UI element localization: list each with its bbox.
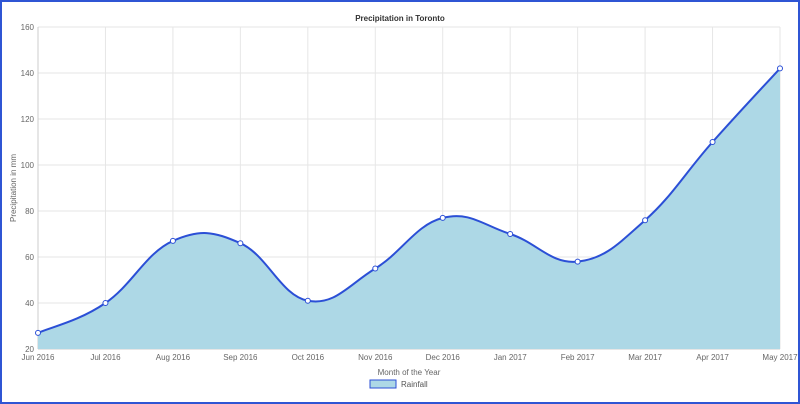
rainfall-line bbox=[37, 67, 781, 334]
rainfall-area bbox=[38, 68, 780, 350]
x-tick-label: Apr 2017 bbox=[696, 353, 729, 362]
legend-label: Rainfall bbox=[401, 380, 428, 389]
plot-area bbox=[37, 67, 781, 350]
data-point[interactable] bbox=[35, 329, 41, 336]
y-tick-label: 100 bbox=[21, 161, 35, 170]
data-point[interactable] bbox=[574, 258, 581, 265]
data-point[interactable] bbox=[709, 139, 716, 145]
x-tick-label: Sep 2016 bbox=[223, 353, 258, 362]
y-tick-label: 80 bbox=[25, 207, 34, 216]
x-axis-label: Month of the Year bbox=[378, 368, 441, 377]
x-tick-label: Jan 2017 bbox=[494, 353, 527, 362]
x-tick-label: Mar 2017 bbox=[628, 353, 662, 362]
y-tick-label: 160 bbox=[21, 23, 35, 32]
x-tick-label: Dec 2016 bbox=[426, 353, 461, 362]
data-point[interactable] bbox=[777, 65, 783, 72]
y-tick-labels: 20 40 60 80 100 120 140 160 bbox=[21, 23, 35, 354]
data-point[interactable] bbox=[304, 297, 311, 304]
data-point[interactable] bbox=[439, 214, 446, 221]
data-point[interactable] bbox=[507, 231, 514, 237]
chart-title: Precipitation in Toronto bbox=[355, 14, 445, 23]
y-tick-label: 120 bbox=[21, 115, 35, 124]
y-tick-label: 40 bbox=[25, 299, 34, 308]
x-tick-label: Nov 2016 bbox=[358, 353, 393, 362]
x-tick-label: Jun 2016 bbox=[22, 353, 55, 362]
data-point[interactable] bbox=[642, 217, 649, 224]
legend-swatch bbox=[369, 379, 397, 389]
x-tick-label: Feb 2017 bbox=[561, 353, 595, 362]
y-axis-label: Precipitation in mm bbox=[9, 154, 18, 222]
data-point[interactable] bbox=[372, 265, 379, 272]
x-tick-label: May 2017 bbox=[762, 353, 798, 362]
y-tick-label: 60 bbox=[25, 253, 34, 262]
x-tick-label: Oct 2016 bbox=[292, 353, 325, 362]
data-point[interactable] bbox=[237, 240, 244, 247]
x-tick-labels: Jun 2016 Jul 2016 Aug 2016 Sep 2016 Oct 2016… bbox=[22, 353, 799, 362]
y-tick-label: 140 bbox=[21, 69, 35, 78]
x-tick-label: Aug 2016 bbox=[156, 353, 191, 362]
legend[interactable]: Rainfall bbox=[369, 379, 428, 389]
x-tick-label: Jul 2016 bbox=[90, 353, 121, 362]
data-point[interactable] bbox=[102, 300, 109, 306]
data-points bbox=[35, 65, 783, 336]
y-tick-label: 20 bbox=[25, 345, 34, 354]
data-point[interactable] bbox=[169, 237, 176, 244]
